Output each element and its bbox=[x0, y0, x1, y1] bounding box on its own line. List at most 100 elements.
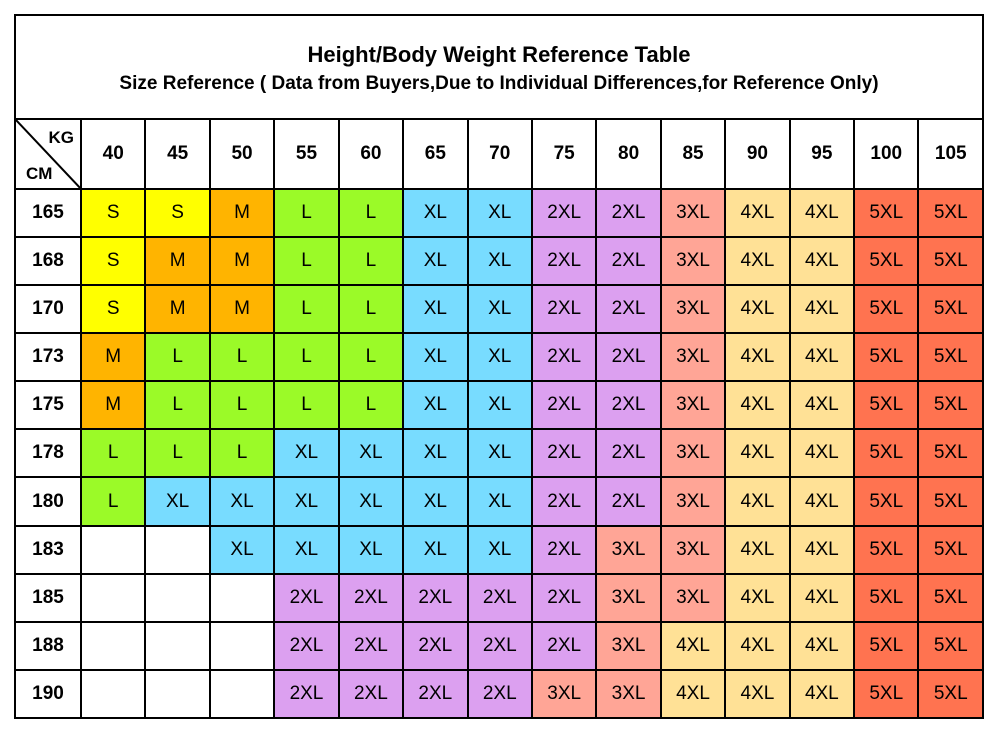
height-header-cell: 180 bbox=[14, 476, 82, 527]
height-header-cell: 168 bbox=[14, 236, 82, 287]
size-cell: 2XL bbox=[530, 236, 598, 287]
table-row: 173 M L L L L XL XL 2XL 2XL 3XL 4XL 4XL 5XL 5XL bbox=[14, 332, 984, 383]
size-cell: 4XL bbox=[788, 332, 856, 383]
table-row: 190 2XL 2XL 2XL 2XL 3XL 3XL 4XL 4XL 4XL 5XL 5XL bbox=[14, 668, 984, 720]
size-cell: 4XL bbox=[788, 380, 856, 431]
height-unit-label: CM bbox=[26, 164, 53, 183]
size-cell: 2XL bbox=[530, 572, 598, 623]
table-row: 188 2XL 2XL 2XL 2XL 2XL 3XL 4XL 4XL 4XL 5XL 5XL bbox=[14, 620, 984, 671]
size-cell: 4XL bbox=[788, 572, 856, 623]
size-cell: L bbox=[144, 332, 211, 383]
size-cell: 2XL bbox=[337, 620, 405, 671]
size-cell: 2XL bbox=[402, 668, 469, 720]
size-cell: 2XL bbox=[466, 572, 533, 623]
size-cell: 2XL bbox=[530, 524, 598, 575]
size-cell: 5XL bbox=[917, 332, 984, 383]
size-cell: M bbox=[208, 236, 276, 287]
size-cell: 2XL bbox=[530, 187, 598, 239]
size-cell: 2XL bbox=[595, 476, 662, 527]
size-cell: 2XL bbox=[595, 284, 662, 335]
size-cell: 3XL bbox=[595, 572, 662, 623]
size-cell: 4XL bbox=[724, 332, 791, 383]
weight-header-cell: 80 bbox=[595, 118, 662, 190]
size-cell: 4XL bbox=[659, 668, 727, 720]
size-cell: XL bbox=[402, 380, 469, 431]
size-cell: 2XL bbox=[273, 572, 340, 623]
size-cell: L bbox=[208, 380, 276, 431]
size-cell: 5XL bbox=[853, 620, 920, 671]
size-cell: L bbox=[273, 236, 340, 287]
size-cell: 4XL bbox=[724, 187, 791, 239]
size-cell: 4XL bbox=[724, 572, 791, 623]
size-cell bbox=[144, 572, 211, 623]
size-cell: 5XL bbox=[917, 572, 984, 623]
weight-header-cell: 95 bbox=[788, 118, 856, 190]
size-cell: 2XL bbox=[530, 428, 598, 479]
size-cell: 4XL bbox=[788, 476, 856, 527]
size-cell bbox=[208, 668, 276, 720]
size-cell: XL bbox=[466, 428, 533, 479]
height-header-cell: 170 bbox=[14, 284, 82, 335]
size-cell: 4XL bbox=[788, 236, 856, 287]
table-row: 180 L XL XL XL XL XL XL 2XL 2XL 3XL 4XL 4XL 5XL 5XL bbox=[14, 476, 984, 527]
size-cell: S bbox=[144, 187, 211, 239]
size-cell: 2XL bbox=[337, 668, 405, 720]
size-cell: 2XL bbox=[402, 572, 469, 623]
table-row: 168 S M M L L XL XL 2XL 2XL 3XL 4XL 4XL 5XL 5XL bbox=[14, 236, 984, 287]
table-row: 185 2XL 2XL 2XL 2XL 2XL 3XL 3XL 4XL 4XL 5XL 5XL bbox=[14, 572, 984, 623]
size-cell: S bbox=[79, 236, 147, 287]
size-cell: 2XL bbox=[530, 284, 598, 335]
size-cell: XL bbox=[337, 476, 405, 527]
table-header: Height/Body Weight Reference Table Size … bbox=[14, 14, 984, 118]
size-cell: 5XL bbox=[853, 380, 920, 431]
size-cell: 5XL bbox=[917, 428, 984, 479]
size-cell: 3XL bbox=[659, 476, 727, 527]
size-cell: 2XL bbox=[337, 572, 405, 623]
size-cell: XL bbox=[466, 187, 533, 239]
corner-diagonal bbox=[17, 121, 79, 187]
size-cell: XL bbox=[273, 476, 340, 527]
size-cell: 5XL bbox=[853, 572, 920, 623]
size-cell: 4XL bbox=[788, 187, 856, 239]
size-cell: M bbox=[208, 187, 276, 239]
size-cell: 2XL bbox=[273, 620, 340, 671]
size-cell: XL bbox=[402, 284, 469, 335]
size-cell: 2XL bbox=[595, 332, 662, 383]
size-cell: XL bbox=[337, 428, 405, 479]
size-cell: M bbox=[79, 380, 147, 431]
size-cell: 4XL bbox=[788, 620, 856, 671]
size-cell: XL bbox=[337, 524, 405, 575]
size-cell: 2XL bbox=[530, 332, 598, 383]
size-cell: L bbox=[337, 236, 405, 287]
size-cell: M bbox=[208, 284, 276, 335]
size-cell: XL bbox=[402, 428, 469, 479]
size-cell: L bbox=[144, 380, 211, 431]
size-cell: 5XL bbox=[853, 236, 920, 287]
size-cell: 3XL bbox=[659, 380, 727, 431]
weight-header-cell: 100 bbox=[853, 118, 920, 190]
size-cell: L bbox=[337, 284, 405, 335]
size-cell: 2XL bbox=[530, 476, 598, 527]
page-title: Height/Body Weight Reference Table bbox=[307, 42, 691, 67]
size-cell: XL bbox=[273, 524, 340, 575]
size-cell: XL bbox=[466, 284, 533, 335]
size-cell: 5XL bbox=[917, 620, 984, 671]
size-cell: 4XL bbox=[724, 428, 791, 479]
size-cell: 3XL bbox=[659, 236, 727, 287]
weight-header-cell: 55 bbox=[273, 118, 340, 190]
size-cell: L bbox=[337, 380, 405, 431]
size-cell: 2XL bbox=[530, 380, 598, 431]
size-cell: XL bbox=[466, 236, 533, 287]
size-cell: L bbox=[273, 284, 340, 335]
size-cell bbox=[208, 620, 276, 671]
table-row: 165 S S M L L XL XL 2XL 2XL 3XL 4XL 4XL 5XL 5XL bbox=[14, 187, 984, 239]
height-header-cell: 185 bbox=[14, 572, 82, 623]
size-cell bbox=[144, 620, 211, 671]
size-cell: M bbox=[144, 284, 211, 335]
size-cell: 5XL bbox=[917, 187, 984, 239]
weight-header-cell: 70 bbox=[466, 118, 533, 190]
size-cell: 5XL bbox=[917, 284, 984, 335]
corner-cell: KG CM bbox=[14, 118, 82, 190]
weight-header-cell: 40 bbox=[79, 118, 147, 190]
size-cell: 4XL bbox=[788, 668, 856, 720]
